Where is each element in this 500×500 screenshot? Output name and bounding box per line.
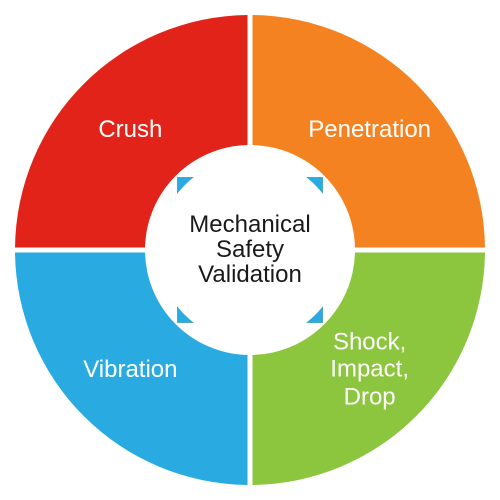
segment-label-vibration: Vibration <box>83 356 177 384</box>
donut-diagram: Mechanical Safety Validation Crush Penetr… <box>0 0 500 500</box>
segment-label-shock: Shock, Impact, Drop <box>330 328 409 411</box>
segment-label-penetration: Penetration <box>308 117 431 145</box>
segment-label-crush: Crush <box>98 117 162 145</box>
center-title: Mechanical Safety Validation <box>189 212 310 288</box>
